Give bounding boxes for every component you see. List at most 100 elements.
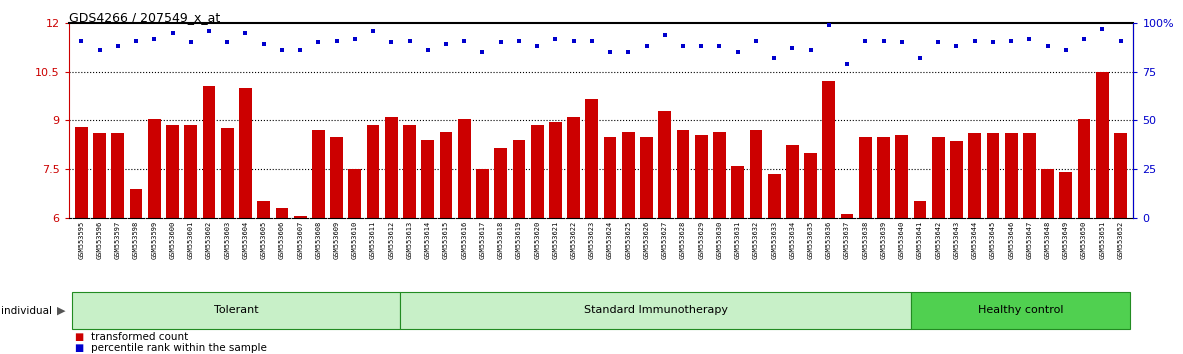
Point [655, 32, 674, 38]
Bar [293, 216, 306, 218]
Text: GSM553650: GSM553650 [1081, 221, 1087, 259]
Bar [677, 130, 690, 218]
Bar [913, 201, 926, 218]
Text: GSM553598: GSM553598 [132, 221, 140, 259]
Text: GSM553601: GSM553601 [188, 221, 194, 259]
Text: GSM553635: GSM553635 [808, 221, 814, 259]
Text: ■: ■ [75, 332, 84, 342]
Point [874, 38, 893, 43]
Point [328, 38, 347, 43]
Bar [586, 99, 599, 218]
Bar [531, 125, 543, 218]
Bar [330, 137, 343, 218]
Text: GSM553637: GSM553637 [845, 221, 851, 259]
Bar [950, 142, 963, 218]
Bar [841, 215, 853, 218]
Text: GSM553633: GSM553633 [771, 221, 777, 259]
Text: GSM553651: GSM553651 [1099, 221, 1105, 259]
Bar [987, 133, 1000, 218]
Point [729, 50, 748, 55]
Point [400, 38, 419, 43]
Point [419, 47, 438, 53]
Bar [185, 125, 198, 218]
Point [109, 44, 128, 49]
Text: Tolerant: Tolerant [214, 305, 259, 315]
Text: GSM553621: GSM553621 [552, 221, 558, 259]
Bar [932, 137, 944, 218]
Point [200, 28, 219, 34]
Bar [512, 140, 525, 218]
Bar [969, 133, 981, 218]
Text: individual: individual [1, 306, 52, 316]
Point [929, 40, 948, 45]
Point [510, 38, 529, 43]
Text: GSM553615: GSM553615 [442, 221, 450, 259]
Text: GSM553630: GSM553630 [717, 221, 723, 259]
Text: GSM553625: GSM553625 [626, 221, 632, 259]
Point [473, 50, 492, 55]
Point [363, 28, 382, 34]
Text: GDS4266 / 207549_x_at: GDS4266 / 207549_x_at [69, 11, 220, 24]
Point [601, 50, 620, 55]
Text: GSM553632: GSM553632 [752, 221, 759, 259]
Point [235, 30, 254, 36]
Text: GSM553624: GSM553624 [607, 221, 613, 259]
Text: GSM553607: GSM553607 [297, 221, 303, 259]
Text: GSM553629: GSM553629 [698, 221, 704, 259]
Point [1002, 38, 1021, 43]
Point [820, 22, 839, 28]
Point [710, 44, 729, 49]
Text: GSM553626: GSM553626 [644, 221, 649, 259]
Text: GSM553602: GSM553602 [206, 221, 212, 259]
Text: Standard Immunotherapy: Standard Immunotherapy [583, 305, 728, 315]
Text: Healthy control: Healthy control [977, 305, 1064, 315]
Text: GSM553599: GSM553599 [151, 221, 157, 259]
Text: GSM553614: GSM553614 [425, 221, 431, 259]
Bar [731, 166, 744, 218]
Point [801, 47, 820, 53]
Bar [768, 174, 781, 218]
Bar [640, 137, 653, 218]
Bar [367, 125, 380, 218]
Point [564, 38, 583, 43]
Point [638, 44, 657, 49]
Point [783, 46, 802, 51]
Text: GSM553616: GSM553616 [461, 221, 467, 259]
Text: GSM553641: GSM553641 [917, 221, 923, 259]
Point [1093, 26, 1112, 32]
Bar [659, 110, 671, 218]
Point [72, 38, 91, 43]
Bar [567, 117, 580, 218]
Bar [403, 125, 416, 218]
Bar [1041, 169, 1054, 218]
FancyBboxPatch shape [911, 292, 1130, 329]
Text: GSM553646: GSM553646 [1008, 221, 1014, 259]
Point [437, 42, 455, 47]
Point [454, 38, 473, 43]
Text: transformed count: transformed count [91, 332, 188, 342]
Text: GSM553652: GSM553652 [1118, 221, 1124, 259]
Point [892, 40, 911, 45]
Bar [622, 132, 635, 218]
Text: GSM553596: GSM553596 [97, 221, 103, 259]
Point [163, 30, 182, 36]
Point [1020, 36, 1039, 41]
Bar [750, 130, 762, 218]
Text: GSM553622: GSM553622 [570, 221, 576, 259]
Bar [1114, 133, 1127, 218]
Text: GSM553639: GSM553639 [880, 221, 886, 259]
Text: percentile rank within the sample: percentile rank within the sample [91, 343, 267, 353]
Text: GSM553618: GSM553618 [498, 221, 504, 259]
Text: GSM553631: GSM553631 [735, 221, 741, 259]
FancyBboxPatch shape [72, 292, 400, 329]
Text: GSM553636: GSM553636 [826, 221, 832, 259]
Bar [312, 130, 325, 218]
Bar [75, 127, 88, 218]
Point [528, 44, 547, 49]
Text: GSM553603: GSM553603 [225, 221, 231, 259]
Point [491, 40, 510, 45]
Text: GSM553623: GSM553623 [589, 221, 595, 259]
Bar [349, 169, 361, 218]
Point [911, 55, 930, 61]
Bar [202, 86, 215, 218]
